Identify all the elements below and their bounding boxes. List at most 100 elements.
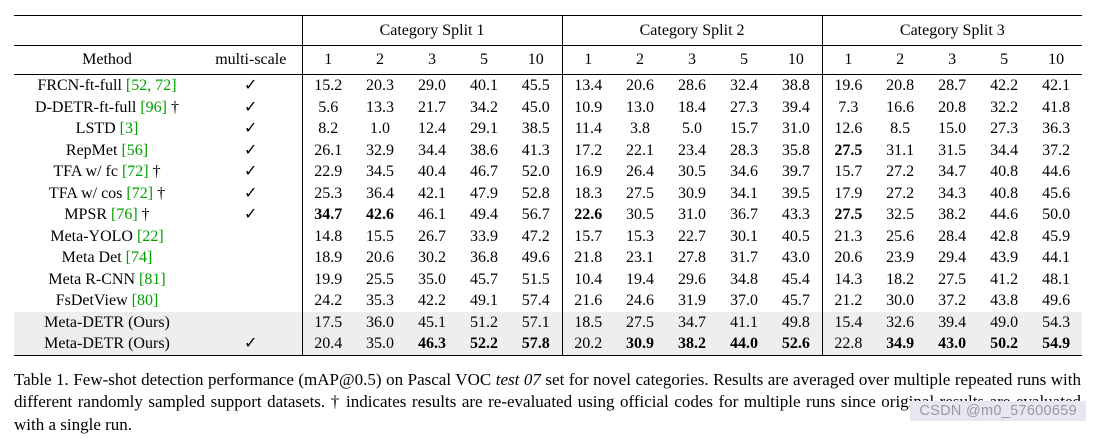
value-cell: 26.7 — [418, 227, 446, 245]
value-cell: 13.4 — [561, 74, 615, 97]
value-cell: 20.8 — [938, 98, 967, 116]
value-cell: 39.4 — [938, 313, 967, 331]
value-cell: 40.8 — [990, 163, 1019, 180]
value-cell: 27.3 — [990, 120, 1019, 137]
value-cell: 29.6 — [678, 270, 707, 288]
method-name: Meta-DETR (Ours) — [44, 313, 170, 331]
value-cell: 8.5 — [890, 120, 911, 137]
value-cell: 15.7 — [561, 225, 615, 247]
value-cell: 18.4 — [678, 98, 707, 116]
value-cell: 57.4 — [521, 292, 550, 309]
value-cell: 32.6 — [886, 313, 915, 331]
value-cell: 45.0 — [521, 98, 550, 116]
value-cell: 40.1 — [470, 77, 498, 94]
multiscale-cell: ✓ — [244, 206, 258, 223]
value-cell: 51.2 — [470, 313, 498, 331]
value-cell: 30.9 — [678, 184, 707, 202]
citation-link[interactable]: [72] — [121, 163, 149, 180]
citation-link[interactable]: [80] — [131, 292, 159, 309]
value-cell: 41.3 — [521, 141, 550, 159]
multiscale-cell: ✓ — [244, 98, 258, 116]
value-cell: 32.9 — [366, 141, 394, 159]
method-cell: MPSR [76] † — [64, 206, 150, 223]
method-cell: D-DETR-ft-full [96] † — [35, 98, 179, 116]
value-cell: 45.4 — [781, 270, 810, 288]
citation-link[interactable]: [3] — [119, 120, 139, 137]
method-name: Meta Det — [61, 249, 122, 266]
value-cell: 34.6 — [730, 163, 759, 180]
value-cell: 43.8 — [990, 292, 1019, 309]
value-cell: 31.0 — [678, 206, 707, 223]
value-cell: 20.6 — [821, 247, 875, 269]
method-name: TFA w/ fc — [53, 163, 118, 180]
value-cell: 54.3 — [1042, 313, 1071, 331]
citation-link[interactable]: [76] — [111, 206, 138, 223]
citation-link[interactable]: [74] — [125, 249, 153, 266]
value-cell: 23.9 — [886, 249, 915, 266]
value-cell: 23.1 — [626, 249, 655, 266]
value-cell: 30.0 — [886, 292, 915, 309]
value-cell: 47.9 — [470, 184, 498, 202]
value-cell: 43.9 — [990, 249, 1019, 266]
value-cell: 49.6 — [1042, 292, 1071, 309]
multiscale-cell: ✓ — [244, 163, 258, 180]
value-cell: 30.5 — [678, 163, 707, 180]
multiscale-cell: ✓ — [244, 77, 258, 94]
method-name: TFA w/ cos — [48, 184, 123, 202]
value-cell: 21.3 — [821, 225, 875, 247]
citation-link[interactable]: [22] — [136, 227, 164, 245]
table-row: Meta-DETR (Ours) 17.5 36.0 45.1 51.2 57.1 18.5… — [14, 311, 1083, 333]
value-cell: 54.9 — [1030, 333, 1083, 356]
value-cell: 44.6 — [990, 206, 1019, 223]
value-cell: 38.5 — [521, 120, 550, 137]
value-cell: 46.7 — [470, 163, 498, 180]
caption-segment: test 07 — [495, 369, 541, 389]
citation-link[interactable]: [81] — [139, 270, 166, 288]
value-cell: 37.2 — [1042, 141, 1071, 159]
value-cell: 10.9 — [561, 96, 615, 118]
citation-link[interactable]: [72] — [126, 184, 154, 202]
value-cell: 28.3 — [730, 141, 759, 159]
value-cell: 44.0 — [718, 333, 771, 356]
value-cell: 26.1 — [301, 139, 354, 161]
value-cell: 8.2 — [301, 118, 354, 140]
value-cell: 43.3 — [781, 206, 810, 223]
shot-column-header: 3 — [666, 45, 719, 75]
value-cell: 42.1 — [418, 184, 446, 202]
method-name: MPSR — [64, 206, 108, 223]
multiscale-cell: ✓ — [200, 333, 302, 356]
shot-column-header: 2 — [874, 45, 927, 75]
value-cell: 38.6 — [470, 141, 498, 159]
value-cell: 52.0 — [521, 163, 550, 180]
value-cell: 31.5 — [938, 141, 967, 159]
caption-segment: set for novel categories. Results are av… — [14, 369, 1081, 434]
value-cell: 43.0 — [781, 249, 810, 266]
value-cell: 17.9 — [821, 182, 875, 204]
value-cell: 36.8 — [470, 249, 498, 266]
watermark: CSDN @m0_57600659 — [910, 401, 1086, 421]
value-cell: 33.9 — [470, 227, 498, 245]
value-cell: 36.4 — [366, 184, 394, 202]
value-cell: 21.8 — [561, 247, 615, 269]
value-cell: 36.0 — [366, 313, 394, 331]
value-cell: 18.3 — [561, 182, 615, 204]
citation-link[interactable]: [56] — [121, 141, 149, 159]
value-cell: 41.2 — [990, 270, 1019, 288]
value-cell: 39.5 — [781, 184, 810, 202]
value-cell: 19.6 — [821, 74, 875, 97]
value-cell: 37.2 — [938, 292, 967, 309]
shot-column-header: 2 — [614, 45, 667, 75]
value-cell: 10.4 — [561, 268, 615, 290]
value-cell: 38.8 — [781, 77, 810, 94]
value-cell: 15.7 — [821, 161, 875, 183]
value-cell: 34.1 — [730, 184, 759, 202]
method-cell: Meta R-CNN [81] — [14, 269, 200, 291]
value-cell: 34.7 — [678, 313, 707, 331]
shot-column-header: 10 — [1030, 45, 1083, 75]
value-cell: 5.6 — [301, 96, 354, 118]
citation-link[interactable]: [52, 72] — [125, 77, 177, 94]
group-header-row: Category Split 1 Category Split 2 Catego… — [14, 15, 1083, 46]
method-column-header: Method — [14, 45, 200, 75]
value-cell: 51.5 — [521, 270, 550, 288]
citation-link[interactable]: [96] — [140, 98, 167, 116]
